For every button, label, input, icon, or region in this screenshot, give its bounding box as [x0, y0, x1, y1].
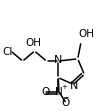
Text: +: +: [61, 84, 67, 90]
Text: Cl: Cl: [2, 47, 13, 57]
Text: OH: OH: [25, 38, 41, 48]
Text: N: N: [55, 87, 63, 97]
Text: O: O: [41, 87, 49, 97]
Text: OH: OH: [78, 29, 94, 39]
Text: N: N: [54, 56, 63, 65]
Text: N: N: [70, 81, 78, 91]
Text: −: −: [62, 93, 69, 102]
Text: O: O: [62, 98, 70, 108]
